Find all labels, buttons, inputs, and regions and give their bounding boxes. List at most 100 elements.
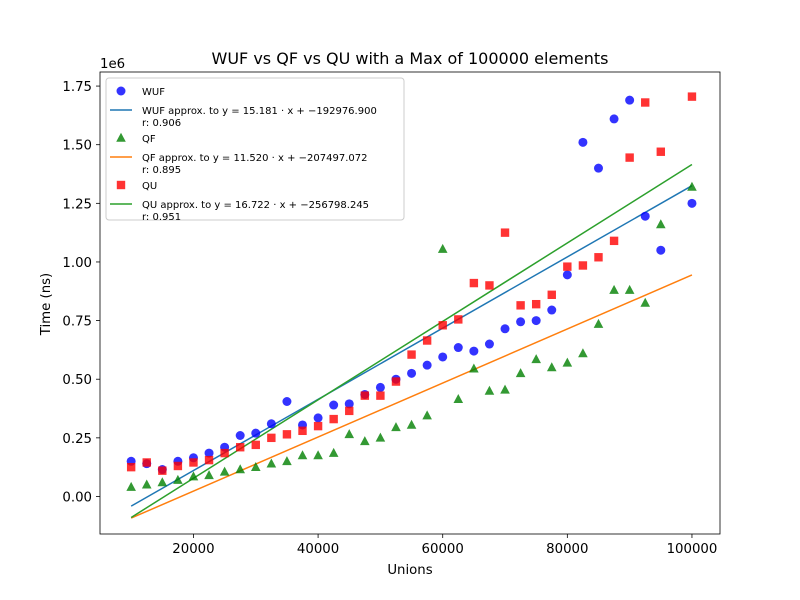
data-point-qu-11 <box>298 426 307 436</box>
data-point-qu-0 <box>126 462 136 472</box>
data-point-qf-12 <box>313 450 323 460</box>
data-point-wuf-9 <box>266 419 276 429</box>
y-tick-label-0: 0.00 <box>62 490 92 505</box>
data-point-qu-12 <box>313 421 323 431</box>
data-point-qf-13 <box>328 447 339 457</box>
legend-label-wuf: WUF <box>142 87 165 98</box>
data-point-wuf-14 <box>344 399 354 409</box>
data-point-qu-31 <box>609 236 619 246</box>
data-point-wuf-13 <box>329 400 339 410</box>
legend-box <box>105 77 405 221</box>
data-point-qf-9 <box>266 458 277 468</box>
data-point-wuf-35 <box>687 198 697 208</box>
data-point-qf-34 <box>656 219 666 229</box>
data-point-qu-20 <box>438 321 447 330</box>
data-point-wuf-28 <box>562 270 572 280</box>
data-point-qu-5 <box>204 455 214 465</box>
data-point-wuf-31 <box>609 114 619 124</box>
data-point-wuf-22 <box>469 346 479 356</box>
legend-marker-qf <box>116 132 126 142</box>
data-point-qf-0 <box>126 481 136 491</box>
data-point-qu-27 <box>547 290 556 299</box>
data-point-wuf-32 <box>625 95 635 105</box>
data-point-wuf-26 <box>531 316 541 326</box>
legend-fit-r-1: r: 0.906 <box>142 118 181 129</box>
data-point-wuf-8 <box>251 428 261 438</box>
data-point-qf-6 <box>219 466 230 476</box>
x-tick-label-2: 60000 <box>422 542 464 557</box>
data-point-qf-16 <box>375 432 386 442</box>
data-point-wuf-29 <box>578 137 588 147</box>
data-point-qf-32 <box>624 284 635 294</box>
legend-fit-r-5: r: 0.951 <box>142 212 181 223</box>
x-axis-label: Unions <box>387 563 432 578</box>
data-point-qu-7 <box>236 443 245 452</box>
data-point-wuf-24 <box>500 324 510 334</box>
data-point-qf-17 <box>391 422 401 432</box>
data-point-qu-2 <box>158 466 167 475</box>
plot-area: 20000 40000 60000 80000 100000 0.00 0.25 0.50 0.… <box>62 71 721 557</box>
data-point-qf-30 <box>593 318 604 328</box>
data-point-wuf-7 <box>235 431 245 441</box>
fit-line-1 <box>130 274 693 519</box>
x-tick-label-4: 100000 <box>667 542 718 557</box>
data-point-qu-9 <box>267 433 276 443</box>
data-point-qu-14 <box>345 406 354 416</box>
data-point-wuf-19 <box>422 360 432 370</box>
data-point-qu-3 <box>173 461 183 471</box>
data-point-qu-22 <box>469 278 479 288</box>
legend-fit-label-5: QU approx. to y = 16.722 · x + −256798.2… <box>142 200 369 211</box>
y-tick-label-7: 1.75 <box>62 80 92 95</box>
data-point-qu-13 <box>329 414 338 424</box>
data-point-wuf-21 <box>453 343 463 353</box>
legend-marker-qu <box>116 180 126 190</box>
data-point-qf-10 <box>282 456 292 466</box>
data-point-qu-28 <box>563 262 572 271</box>
fit-line-2 <box>130 163 693 519</box>
y-tick-label-6: 1.50 <box>62 139 92 154</box>
data-point-qu-26 <box>531 299 541 309</box>
data-point-wuf-5 <box>204 448 214 458</box>
x-tick-label-0: 20000 <box>172 542 214 557</box>
data-point-qu-4 <box>189 458 198 467</box>
data-point-qf-4 <box>188 471 199 481</box>
y-tick-label-1: 0.25 <box>62 432 92 447</box>
data-point-wuf-27 <box>547 305 557 315</box>
y-axis-label: Time (ns) <box>39 273 54 337</box>
data-point-qf-11 <box>297 450 308 460</box>
data-point-qf-24 <box>500 384 510 394</box>
y-tick-label-2: 0.50 <box>62 373 92 388</box>
data-point-qf-20 <box>437 243 448 253</box>
data-point-qf-31 <box>609 284 619 294</box>
legend: WUF WUF approx. to y = 15.181 · x + −1929… <box>105 77 405 223</box>
data-point-qf-23 <box>484 385 495 395</box>
data-point-qf-14 <box>344 429 355 439</box>
data-point-qf-8 <box>250 461 261 471</box>
x-tick-label-3: 80000 <box>546 542 588 557</box>
data-point-qu-8 <box>251 440 260 450</box>
data-point-qu-35 <box>687 92 697 101</box>
data-point-qu-21 <box>454 315 463 324</box>
data-point-wuf-30 <box>593 163 603 173</box>
legend-fit-label-3: QF approx. to y = 11.520 · x + −207497.0… <box>142 153 367 164</box>
data-point-qf-29 <box>578 348 588 358</box>
data-point-wuf-18 <box>407 368 417 378</box>
legend-label-qu: QU <box>142 181 157 192</box>
data-point-wuf-12 <box>313 413 323 423</box>
data-point-wuf-16 <box>375 382 385 392</box>
data-point-qf-28 <box>562 357 573 367</box>
data-point-qu-29 <box>578 261 588 270</box>
data-point-qu-17 <box>391 377 401 386</box>
plot-frame <box>99 71 721 535</box>
data-point-qu-6 <box>220 448 229 458</box>
data-point-qu-23 <box>485 281 494 290</box>
data-point-qf-21 <box>453 393 464 403</box>
legend-fit-label-1: WUF approx. to y = 15.181 · x + −192976.… <box>142 106 377 117</box>
data-point-qu-19 <box>422 336 432 345</box>
data-point-qu-34 <box>656 147 666 156</box>
data-point-qf-3 <box>173 474 183 484</box>
data-point-wuf-10 <box>282 396 292 406</box>
data-point-wuf-34 <box>656 245 666 255</box>
data-point-qu-32 <box>625 153 634 162</box>
